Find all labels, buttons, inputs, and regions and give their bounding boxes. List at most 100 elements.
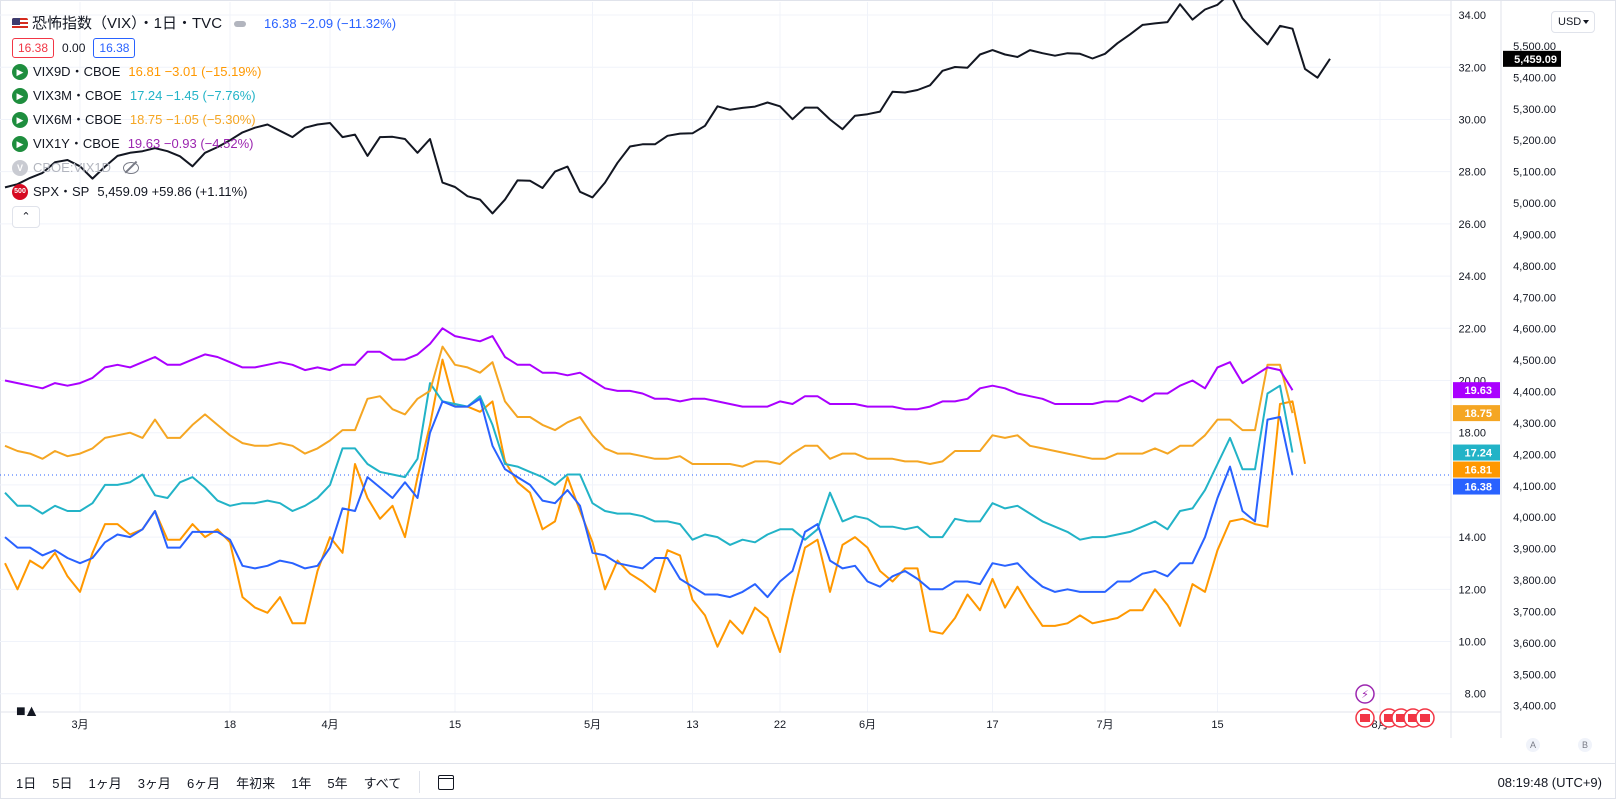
series-logo-icon: ▶ (12, 64, 28, 80)
grid (0, 2, 1451, 712)
go-to-date-icon[interactable] (438, 774, 455, 790)
range-5y-button[interactable]: 5年 (327, 775, 348, 791)
left-axis-tick-label: 24.00 (1458, 271, 1486, 283)
x-axis-tick-label: 15 (1211, 719, 1223, 731)
currency-selector[interactable]: USD (1551, 11, 1595, 33)
right-axis-tick-label: 3,800.00 (1513, 575, 1556, 587)
left-axis-tick-label: 32.00 (1458, 62, 1486, 74)
left-axis-tick-label: 14.00 (1458, 532, 1486, 544)
series-logo-icon: ▶ (12, 136, 28, 152)
last-value-tag-bg (1453, 461, 1500, 478)
range-5d-button[interactable]: 5日 (52, 775, 73, 791)
series-line-spx[interactable] (4, 0, 1331, 215)
range-1y-button[interactable]: 1年 (291, 775, 312, 791)
legend: 恐怖指数（VIX）・1日・TVC 16.38 −2.09 (−11.32%) 1… (12, 12, 396, 228)
event-markers: ⚡ (1355, 684, 1435, 728)
x-axis-tick-label: 3月 (71, 719, 88, 731)
last-value-tag-bg (1503, 50, 1561, 67)
last-value-tag: 16.81 (1464, 465, 1492, 477)
range-3m-button[interactable]: 3ヶ月 (137, 775, 171, 791)
left-axis-tick-label: 34.00 (1458, 10, 1486, 22)
series-line-vix[interactable] (4, 397, 1294, 599)
legend-series-row[interactable]: 500 SPX・SP 5,459.09 +59.86 (+1.11%) (12, 180, 396, 204)
toolbar-divider (419, 771, 421, 793)
series (0, 0, 1451, 653)
x-axis-tick-label: 7月 (1096, 719, 1113, 731)
left-axis-tick-label: 30.00 (1458, 114, 1486, 126)
scale-b-button[interactable]: B (1578, 738, 1592, 752)
last-value-tag: 17.24 (1464, 448, 1492, 460)
clock[interactable]: 08:19:48 (UTC+9) (1497, 774, 1602, 790)
last-value-tag-bg (1453, 478, 1500, 495)
symbol-title[interactable]: 恐怖指数（VIX）・1日・TVC (32, 15, 223, 32)
series-logo-icon: ▶ (12, 112, 28, 128)
legend-main-row[interactable]: 恐怖指数（VIX）・1日・TVC 16.38 −2.09 (−11.32%) (12, 12, 396, 36)
right-axis-tick-label: 4,300.00 (1513, 418, 1556, 430)
series-name[interactable]: VIX6M・CBOE (33, 112, 122, 127)
right-axis-tick-label: 5,200.00 (1513, 135, 1556, 147)
bottom-toolbar: 1日 5日 1ヶ月 3ヶ月 6ヶ月 年初来 1年 5年 すべて 08:19:48… (0, 763, 1616, 800)
axes: 8.0010.0012.0014.0016.0018.0020.0022.002… (71, 10, 1556, 731)
us-flag-icon (12, 18, 28, 30)
flag-glyph-icon (1360, 714, 1370, 722)
last-value-tag-bg (1453, 405, 1500, 422)
auto-scale-button[interactable]: A (1526, 738, 1540, 752)
right-axis-tick-label: 4,200.00 (1513, 449, 1556, 461)
right-axis-tick-label: 3,500.00 (1513, 669, 1556, 681)
x-axis-tick-label: 5月 (584, 719, 601, 731)
legend-series-row[interactable]: ▶ VIX1Y・CBOE 19.63 −0.93 (−4.52%) (12, 132, 396, 156)
series-name[interactable]: VIX1Y・CBOE (33, 136, 120, 151)
range-6m-button[interactable]: 6ヶ月 (186, 775, 221, 791)
x-axis-tick-label: 4月 (321, 719, 338, 731)
series-values: 5,459.09 +59.86 (+1.11%) (97, 184, 248, 199)
legend-series-row[interactable]: ▶ VIX6M・CBOE 18.75 −1.05 (−5.30%) (12, 108, 396, 132)
legend-series-row[interactable]: ▶ VIX3M・CBOE 17.24 −1.45 (−7.76%) (12, 84, 396, 108)
lightning-event-icon[interactable] (1355, 684, 1375, 704)
last-value-tag: 19.63 (1464, 385, 1492, 397)
right-axis-tick-label: 4,000.00 (1513, 512, 1556, 524)
range-1m-button[interactable]: 1ヶ月 (88, 775, 122, 791)
right-axis-tick-label: 5,000.00 (1513, 198, 1556, 210)
legend-series-row-hidden[interactable]: V CBOE:VIX1D (12, 156, 396, 180)
right-axis-tick-label: 4,800.00 (1513, 261, 1556, 273)
series-values: 19.63 −0.93 (−4.52%) (127, 136, 254, 151)
right-axis-tick-label: 4,600.00 (1513, 324, 1556, 336)
series-logo-icon: V (12, 160, 28, 176)
eye-off-icon[interactable] (123, 162, 140, 174)
series-line-vix6m[interactable] (4, 345, 1294, 468)
legend-collapse-button[interactable]: ⌃ (12, 206, 40, 228)
chart-canvas[interactable]: 8.0010.0012.0014.0016.0018.0020.0022.002… (0, 0, 1616, 762)
series-line-vix3m[interactable] (4, 382, 1294, 546)
buy-price-box[interactable]: 16.38 (93, 38, 136, 58)
main-values: 16.38 −2.09 (−11.32%) (264, 16, 397, 31)
flag-glyph-icon (1384, 714, 1394, 722)
right-axis-tick-label: 3,600.00 (1513, 638, 1556, 650)
sell-price-box[interactable]: 16.38 (12, 38, 55, 58)
series-name[interactable]: VIX9D・CBOE (33, 64, 121, 79)
price-boxes-row: 16.38 0.00 16.38 (12, 36, 396, 60)
last-value-labels: 19.63 18.75 17.24 16.81 16.38 5,459.09 (1453, 50, 1561, 495)
market-status-icon[interactable] (234, 21, 247, 27)
right-axis-tick-label: 5,100.00 (1513, 167, 1556, 179)
range-1d-button[interactable]: 1日 (16, 775, 37, 791)
flag-glyph-icon (1408, 714, 1418, 722)
x-axis-tick-label: 22 (774, 719, 786, 731)
right-axis-tick-label: 5,500.00 (1513, 41, 1556, 53)
series-line-vix9d[interactable] (4, 358, 1306, 653)
range-all-button[interactable]: すべて (363, 775, 402, 791)
last-value-tag-bg (1453, 444, 1500, 461)
series-name[interactable]: CBOE:VIX1D (33, 160, 112, 175)
series-name[interactable]: VIX3M・CBOE (33, 88, 122, 103)
left-axis-tick-label: 12.00 (1458, 584, 1486, 596)
range-ytd-button[interactable]: 年初来 (236, 775, 276, 791)
series-name[interactable]: SPX・SP (33, 184, 90, 199)
series-values: 16.81 −3.01 (−15.19%) (128, 64, 262, 79)
x-axis-tick-label: 6月 (859, 719, 876, 731)
legend-series-row[interactable]: ▶ VIX9D・CBOE 16.81 −3.01 (−15.19%) (12, 60, 396, 84)
tradingview-logo-icon[interactable]: ■▲ (16, 703, 39, 720)
series-line-vix1y[interactable] (4, 327, 1294, 411)
flag-glyph-icon (1396, 714, 1406, 722)
right-axis-tick-label: 4,100.00 (1513, 481, 1556, 493)
x-axis-tick-label: 17 (986, 719, 998, 731)
